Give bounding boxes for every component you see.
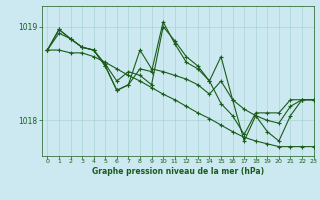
X-axis label: Graphe pression niveau de la mer (hPa): Graphe pression niveau de la mer (hPa): [92, 167, 264, 176]
